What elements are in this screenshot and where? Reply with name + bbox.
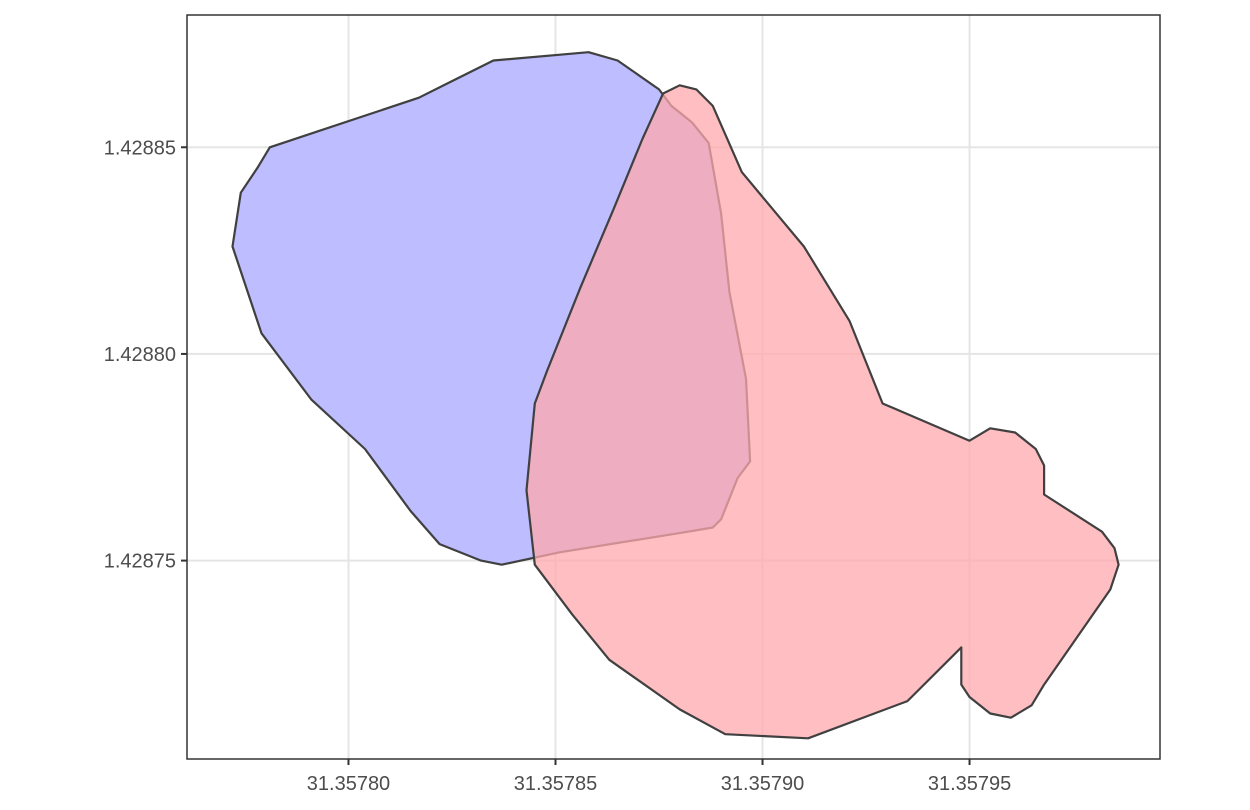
y-tick-label-0: 1.42875 bbox=[104, 551, 176, 573]
y-tick-label-1: 1.42880 bbox=[104, 344, 176, 366]
axis-ticks bbox=[181, 146, 971, 765]
x-tick-label-1: 31.35785 bbox=[514, 773, 597, 795]
polygons bbox=[231, 51, 1120, 740]
panel-border bbox=[186, 14, 1161, 760]
x-tick-label-0: 31.35780 bbox=[307, 773, 390, 795]
y-axis-tick-labels: 1.42875 1.42880 1.42885 bbox=[104, 137, 176, 572]
x-tick-label-2: 31.35790 bbox=[721, 773, 804, 795]
y-tick-label-2: 1.42885 bbox=[104, 137, 176, 159]
x-tick-label-3: 31.35795 bbox=[928, 773, 1011, 795]
polygon-2 bbox=[525, 84, 1120, 740]
x-axis-tick-labels: 31.35780 31.35785 31.35790 31.35795 bbox=[307, 773, 1011, 795]
